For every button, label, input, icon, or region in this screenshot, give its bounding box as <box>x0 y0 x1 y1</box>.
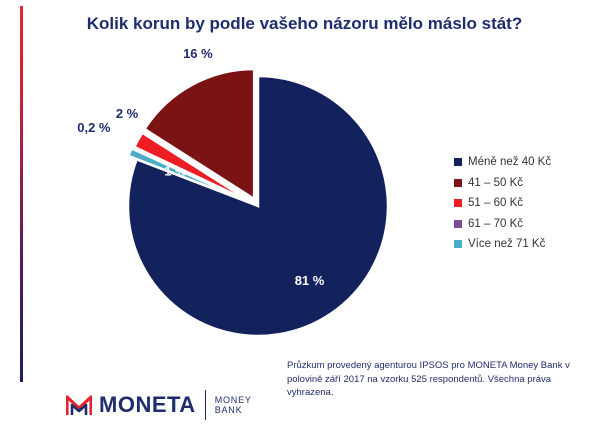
legend-item-41-50: 41 – 50 Kč <box>454 173 551 194</box>
pie-slice-0 <box>126 74 390 338</box>
legend-label: 51 – 60 Kč <box>468 197 523 210</box>
legend-swatch <box>454 219 462 228</box>
legend-label: 61 – 70 Kč <box>468 217 523 230</box>
brand-name: MONETA <box>99 392 196 417</box>
moneta-logo-icon <box>66 395 92 415</box>
chart-title: Kolik korun by podle vašeho názoru mělo … <box>86 14 523 33</box>
chart-legend: Méně než 40 Kč 41 – 50 Kč 51 – 60 Kč 61 … <box>454 152 551 255</box>
legend-item-61-70: 61 – 70 Kč <box>454 214 551 235</box>
slice-label-3: 0,2 % <box>77 120 111 135</box>
brand-divider <box>204 390 206 420</box>
brand-subtitle: MONEY BANK <box>215 395 252 415</box>
pie-slice-1 <box>142 67 256 202</box>
legend-label: 41 – 50 Kč <box>468 176 523 189</box>
slice-label-0: 81 % <box>295 273 325 288</box>
pie-slice-2 <box>132 131 253 204</box>
brand-sub-line-1: MONEY <box>214 395 252 405</box>
slice-label-1: 16 % <box>183 46 213 61</box>
legend-label: Méně než 40 Kč <box>468 156 552 169</box>
legend-swatch <box>454 178 462 187</box>
source-note: Průzkum provedený agenturou IPSOS pro MO… <box>287 360 570 398</box>
brand-logo: MONETA MONEY BANK <box>66 390 252 420</box>
legend-swatch <box>454 199 462 208</box>
legend-item-mene-nez-40: Méně než 40 Kč <box>454 152 551 173</box>
slice-label-2: 2 % <box>116 106 139 121</box>
legend-swatch <box>454 240 462 249</box>
legend-item-51-60: 51 – 60 Kč <box>454 193 551 214</box>
legend-swatch <box>454 158 462 167</box>
accent-bar <box>20 6 23 382</box>
legend-label: Více než 71 Kč <box>468 238 546 251</box>
brand-sub-line-2: BANK <box>214 405 243 415</box>
legend-item-vice-nez-71: Více než 71 Kč <box>454 234 551 255</box>
